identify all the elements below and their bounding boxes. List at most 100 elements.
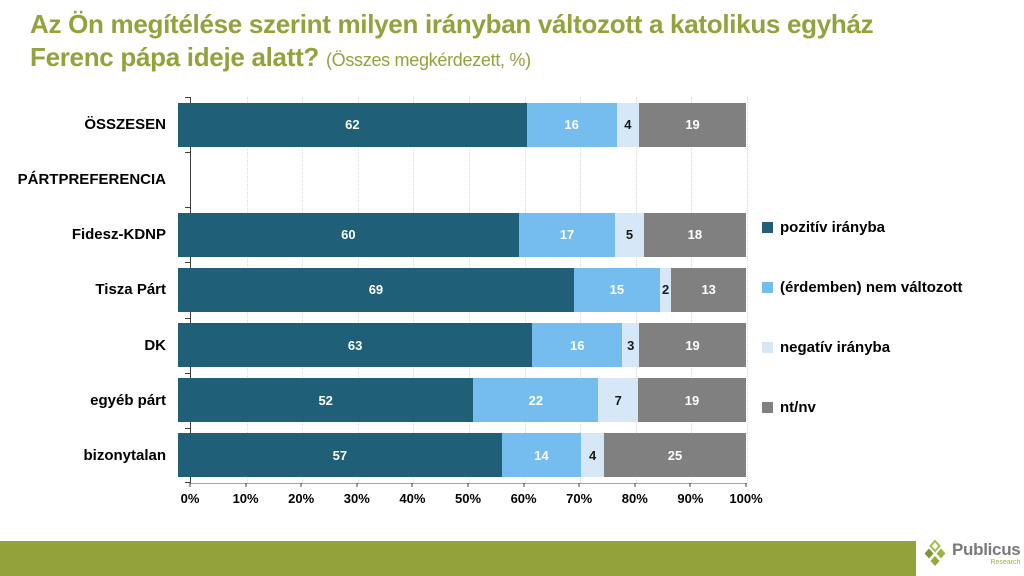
bar-segment: 57 <box>178 433 502 478</box>
y-axis-tick <box>185 427 191 429</box>
bar-value-label: 52 <box>318 392 333 408</box>
legend-item: negatív irányba <box>762 336 963 358</box>
x-axis-tick <box>578 483 580 487</box>
bar-value-label: 22 <box>528 392 544 408</box>
bar-segment: 60 <box>178 212 519 257</box>
bar-value-label: 13 <box>701 282 716 298</box>
bar-track: 63 16 3 19 <box>178 318 746 373</box>
legend-label: negatív irányba <box>780 338 891 356</box>
bar-value-label: 69 <box>368 282 384 298</box>
stacked-bar: 52 22 7 19 <box>178 378 746 423</box>
stacked-bar: 69 15 2 13 <box>178 267 746 312</box>
x-axis-tick <box>411 483 413 487</box>
bar-track: 60 17 5 18 <box>178 207 746 262</box>
bar-segment: 19 <box>639 323 746 368</box>
bar-value-label: 7 <box>614 392 622 408</box>
category-label: DK <box>144 336 166 354</box>
x-tick-label: 60% <box>510 491 537 506</box>
bar-segment: 4 <box>616 102 640 147</box>
bar-segment: 63 <box>178 323 533 368</box>
publicus-logo: Publicus Research <box>916 530 1024 576</box>
x-tick-label: 80% <box>621 491 648 506</box>
category-label: ÖSSZESEN <box>84 116 166 134</box>
y-axis-tick <box>185 152 191 154</box>
x-axis-tick <box>189 483 191 487</box>
bar-value-label: 63 <box>347 337 363 353</box>
y-axis-tick <box>185 317 191 319</box>
bar-segment: 16 <box>532 323 623 368</box>
x-tick-label: 90% <box>677 491 704 506</box>
bar-value-label: 62 <box>345 117 360 133</box>
bar-value-label: 4 <box>589 447 597 463</box>
legend-item: pozitív irányba <box>762 216 963 238</box>
bar-segment: 2 <box>659 267 672 312</box>
publicus-logo-text: Publicus Research <box>952 541 1021 566</box>
y-axis-tick <box>185 262 191 264</box>
bar-value-label: 60 <box>341 227 356 243</box>
bar-value-label: 19 <box>684 392 700 408</box>
x-axis-tick <box>300 483 302 487</box>
gridline <box>747 97 748 483</box>
chart-row: bizonytalan 57 14 4 25 <box>0 428 746 483</box>
bar-segment: 62 <box>178 102 527 147</box>
bar-segment: 69 <box>178 267 574 312</box>
stacked-bar: 63 16 3 19 <box>178 323 746 368</box>
bar-segment: 14 <box>501 433 582 478</box>
x-axis: 0% 10% 20% 30% 40% 50% 60% 70% 80% 90% 100% <box>181 483 763 513</box>
bar-segment: 5 <box>615 212 644 257</box>
bar-value-label: 16 <box>570 337 585 353</box>
bar-track: 69 15 2 13 <box>178 262 746 317</box>
x-axis-tick <box>523 483 525 487</box>
bar-segment: 16 <box>526 102 617 147</box>
bar-segment: 17 <box>518 212 616 257</box>
bar-value-label: 25 <box>667 447 683 463</box>
bar-segment: 52 <box>178 378 474 423</box>
bar-value-label: 17 <box>559 227 575 243</box>
x-tick-label: 10% <box>232 491 259 506</box>
category-label: Tisza Párt <box>95 281 166 299</box>
legend-item: nt/nv <box>762 396 963 418</box>
bar-value-label: 5 <box>625 227 634 243</box>
chart-row: Tisza Párt 69 15 2 13 <box>0 262 746 317</box>
x-tick-label: 40% <box>399 491 426 506</box>
bar-value-label: 14 <box>534 447 549 463</box>
bar-value-label: 3 <box>627 337 635 353</box>
chart-row: ÖSSZESEN 62 16 4 19 <box>0 97 746 152</box>
bar-value-label: 19 <box>685 337 700 353</box>
bar-segment: 22 <box>473 378 599 423</box>
bar-segment: 4 <box>581 433 604 478</box>
chart-row: DK 63 16 3 19 <box>0 318 746 373</box>
x-tick-label: 30% <box>343 491 370 506</box>
bar-track: 62 16 4 19 <box>178 97 746 152</box>
bar-segment: 15 <box>573 267 660 312</box>
chart-title-line2-text: Ferenc pápa ideje alatt? <box>30 42 320 72</box>
bar-track: 57 14 4 25 <box>178 428 746 483</box>
footer-band <box>0 541 1024 576</box>
x-axis-tick <box>356 483 358 487</box>
legend-label: pozitív irányba <box>780 218 886 236</box>
bar-value-label: 18 <box>687 227 703 243</box>
chart-title-line2: Ferenc pápa ideje alatt? (Összes megkérd… <box>30 41 1010 77</box>
legend-color-swatch <box>762 281 773 293</box>
brand-subtitle: Research <box>990 558 1021 566</box>
x-axis-tick <box>634 483 636 487</box>
bar-segment: 3 <box>622 323 640 368</box>
x-tick-label: 70% <box>566 491 593 506</box>
bar-track: 52 22 7 19 <box>178 373 746 428</box>
chart-title: Az Ön megítélése szerint milyen irányban… <box>30 8 1010 77</box>
x-axis-tick <box>745 483 747 487</box>
x-tick-label: 0% <box>180 491 200 506</box>
y-axis-tick <box>185 482 191 483</box>
x-tick-label: 50% <box>454 491 482 506</box>
bar-value-label: 16 <box>564 117 579 133</box>
bar-value-label: 2 <box>662 282 670 298</box>
chart-row: egyéb párt 52 22 7 19 <box>0 373 746 428</box>
bar-value-label: 4 <box>624 117 632 133</box>
category-label: egyéb párt <box>90 391 166 409</box>
stacked-bar: 57 14 4 25 <box>178 433 746 478</box>
category-label: bizonytalan <box>83 446 166 464</box>
legend: pozitív irányba (érdemben) nem változott n… <box>762 216 963 456</box>
bar-segment: 25 <box>603 433 746 478</box>
chart-row: PÁRTPREFERENCIA <box>0 152 746 207</box>
x-axis-tick <box>689 483 691 487</box>
